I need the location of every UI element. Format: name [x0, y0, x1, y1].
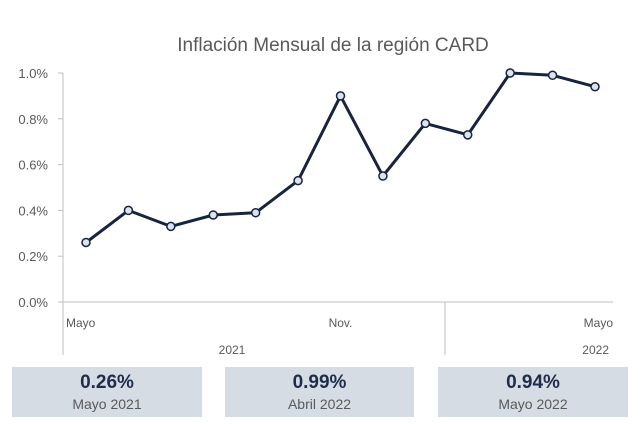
card-value: 0.99% — [292, 372, 347, 393]
y-tick-label: 0.2% — [18, 249, 48, 264]
card-label: Mayo 2022 — [498, 396, 568, 412]
data-point — [590, 81, 600, 92]
y-tick-label: 0.0% — [18, 295, 48, 310]
summary-card-april-2022: 0.99% Abril 2022 — [225, 367, 414, 417]
data-point — [166, 221, 176, 232]
inflation-series — [81, 68, 600, 248]
chart-title: Inflación Mensual de la región CARD — [177, 35, 489, 56]
y-tick-label: 0.6% — [18, 158, 48, 173]
data-point — [547, 70, 558, 81]
year-label: 2022 — [582, 343, 609, 357]
summary-card-may-2022: 0.94% Mayo 2022 — [438, 367, 628, 417]
data-point — [505, 68, 515, 78]
x-tick-label: Mayo — [584, 316, 614, 330]
x-axis: Mayo Nov. Mayo 2021 2022 — [62, 301, 614, 357]
data-point — [81, 237, 91, 248]
year-label: 2021 — [219, 343, 246, 357]
x-tick-label: Nov. — [329, 316, 353, 330]
data-point — [335, 91, 346, 101]
card-label: Mayo 2021 — [72, 396, 142, 412]
card-value: 0.26% — [80, 372, 134, 393]
data-point — [208, 210, 218, 220]
data-point — [378, 171, 388, 181]
data-point — [123, 205, 134, 216]
card-label: Abril 2022 — [287, 396, 352, 412]
y-tick-label: 1.0% — [18, 66, 48, 81]
summary-card-may-2021: 0.26% Mayo 2021 — [12, 367, 202, 417]
data-point — [250, 207, 261, 218]
y-tick-label: 0.8% — [18, 112, 48, 127]
y-axis: 0.0% 0.2% 0.4% 0.6% 0.8% 1.0% — [18, 66, 64, 310]
data-point — [463, 130, 473, 140]
y-tick-label: 0.4% — [18, 203, 48, 218]
card-value: 0.94% — [506, 372, 560, 393]
data-point — [293, 175, 303, 186]
x-tick-label: Mayo — [66, 316, 96, 330]
inflation-line-chart: Inflación Mensual de la región CARD 0.0%… — [18, 35, 614, 357]
data-point — [420, 118, 431, 129]
